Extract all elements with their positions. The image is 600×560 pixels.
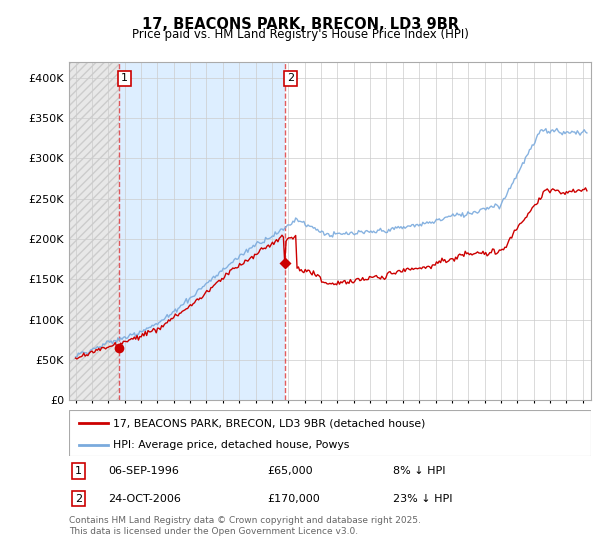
Text: 1: 1 [121,73,128,83]
FancyBboxPatch shape [69,410,591,456]
Text: £170,000: £170,000 [268,493,320,503]
Text: £65,000: £65,000 [268,466,313,476]
Text: 2: 2 [287,73,294,83]
Text: 2: 2 [75,493,82,503]
Text: 17, BEACONS PARK, BRECON, LD3 9BR (detached house): 17, BEACONS PARK, BRECON, LD3 9BR (detac… [113,418,426,428]
Text: 8% ↓ HPI: 8% ↓ HPI [392,466,445,476]
Text: 17, BEACONS PARK, BRECON, LD3 9BR: 17, BEACONS PARK, BRECON, LD3 9BR [142,17,458,32]
Bar [69,62,119,400]
Text: HPI: Average price, detached house, Powys: HPI: Average price, detached house, Powy… [113,440,350,450]
Text: Contains HM Land Registry data © Crown copyright and database right 2025.
This d: Contains HM Land Registry data © Crown c… [69,516,421,536]
Text: 23% ↓ HPI: 23% ↓ HPI [392,493,452,503]
Bar [119,62,285,400]
Text: 06-SEP-1996: 06-SEP-1996 [108,466,179,476]
Text: 24-OCT-2006: 24-OCT-2006 [108,493,181,503]
Text: 1: 1 [75,466,82,476]
Text: Price paid vs. HM Land Registry's House Price Index (HPI): Price paid vs. HM Land Registry's House … [131,28,469,41]
